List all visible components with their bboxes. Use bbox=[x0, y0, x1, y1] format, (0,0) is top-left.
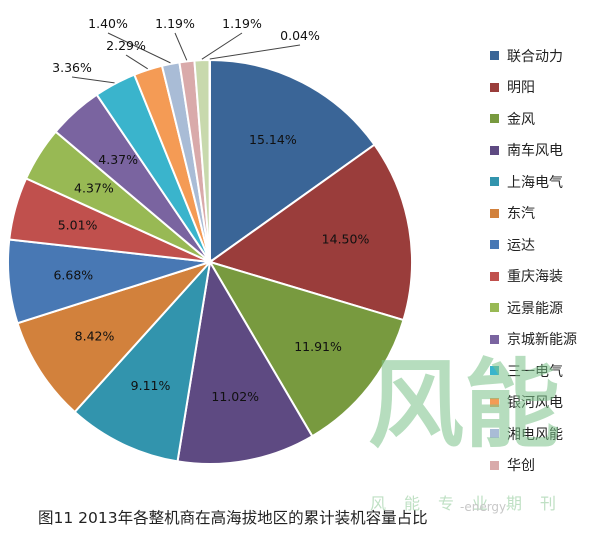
legend-swatch bbox=[490, 145, 499, 155]
data-label: 11.02% bbox=[211, 389, 259, 404]
figure-caption: 图11 2013年各整机商在高海拔地区的累计装机容量占比 bbox=[38, 509, 428, 527]
legend-item: 远景能源 bbox=[490, 292, 608, 324]
legend-swatch bbox=[490, 397, 499, 407]
data-label: 3.36% bbox=[52, 60, 92, 75]
legend-swatch bbox=[490, 51, 499, 61]
data-label: 8.42% bbox=[75, 328, 115, 343]
legend-label: 银河风电 bbox=[507, 395, 563, 412]
legend-swatch bbox=[490, 334, 499, 344]
legend-label: 运达 bbox=[507, 237, 535, 254]
legend-swatch bbox=[490, 303, 499, 313]
data-label: 4.37% bbox=[74, 181, 114, 196]
legend-label: 上海电气 bbox=[507, 174, 563, 191]
legend-swatch bbox=[490, 177, 499, 187]
leader-line bbox=[107, 32, 171, 64]
data-label: 11.91% bbox=[294, 339, 342, 354]
legend-label: 远景能源 bbox=[507, 300, 563, 317]
leader-line bbox=[209, 44, 301, 60]
pie-slice-联合动力 bbox=[209, 58, 376, 264]
legend-label: 三一电气 bbox=[507, 363, 563, 380]
legend-item: 京城新能源 bbox=[490, 324, 608, 356]
legend-item: 银河风电 bbox=[490, 387, 608, 419]
legend-swatch bbox=[490, 460, 499, 470]
legend-item: 华创 bbox=[490, 450, 608, 482]
legend-item: 重庆海装 bbox=[490, 261, 608, 293]
legend-swatch bbox=[490, 240, 499, 250]
legend-swatch bbox=[490, 366, 499, 376]
leader-line bbox=[174, 32, 188, 61]
data-label: 1.40% bbox=[88, 16, 128, 31]
legend-swatch bbox=[490, 271, 499, 281]
legend-item: 联合动力 bbox=[490, 40, 608, 72]
legend-item: 上海电气 bbox=[490, 166, 608, 198]
legend: 联合动力明阳金风南车风电上海电气东汽运达重庆海装远景能源京城新能源三一电气银河风… bbox=[490, 40, 608, 481]
legend-swatch bbox=[490, 208, 499, 218]
data-label: 1.19% bbox=[222, 16, 262, 31]
data-label: 1.19% bbox=[155, 16, 195, 31]
data-label: 4.37% bbox=[98, 152, 138, 167]
data-label: 6.68% bbox=[53, 267, 93, 282]
legend-label: 重庆海装 bbox=[507, 269, 563, 286]
pie-slice-南车风电 bbox=[176, 259, 314, 465]
pie-slices bbox=[7, 58, 413, 465]
leader-line bbox=[71, 76, 115, 84]
legend-item: 南车风电 bbox=[490, 135, 608, 167]
data-label: 2.29% bbox=[106, 38, 146, 53]
legend-label: 华创 bbox=[507, 458, 535, 475]
legend-label: 明阳 bbox=[507, 80, 535, 97]
legend-label: 联合动力 bbox=[507, 48, 563, 65]
leader-line bbox=[201, 32, 243, 60]
legend-item: 东汽 bbox=[490, 198, 608, 230]
pie-slice-金风 bbox=[207, 260, 405, 438]
legend-label: 南车风电 bbox=[507, 143, 563, 160]
legend-label: 湘电风能 bbox=[507, 426, 563, 443]
pie-slice-东汽 bbox=[16, 259, 214, 414]
pie-slice-上海电气 bbox=[73, 258, 212, 463]
leader-lines bbox=[71, 32, 301, 84]
legend-item: 湘电风能 bbox=[490, 418, 608, 450]
legend-item: 明阳 bbox=[490, 72, 608, 104]
leader-line bbox=[125, 54, 148, 70]
data-label: 15.14% bbox=[249, 132, 297, 147]
legend-label: 京城新能源 bbox=[507, 332, 577, 349]
data-label: 14.50% bbox=[322, 232, 370, 247]
data-label: 0.04% bbox=[280, 28, 320, 43]
legend-swatch bbox=[490, 114, 499, 124]
legend-item: 三一电气 bbox=[490, 355, 608, 387]
legend-label: 东汽 bbox=[507, 206, 535, 223]
legend-label: 金风 bbox=[507, 111, 535, 128]
legend-item: 金风 bbox=[490, 103, 608, 135]
data-label: 5.01% bbox=[58, 217, 98, 232]
data-labels: 15.14% 14.50% 11.91% 11.02% 9.11% 8.42% 6.68% 5… bbox=[52, 16, 369, 404]
legend-item: 运达 bbox=[490, 229, 608, 261]
data-label: 9.11% bbox=[131, 378, 171, 393]
legend-swatch bbox=[490, 82, 499, 92]
pie-slice-slice-15 bbox=[208, 58, 211, 263]
legend-swatch bbox=[490, 429, 499, 439]
